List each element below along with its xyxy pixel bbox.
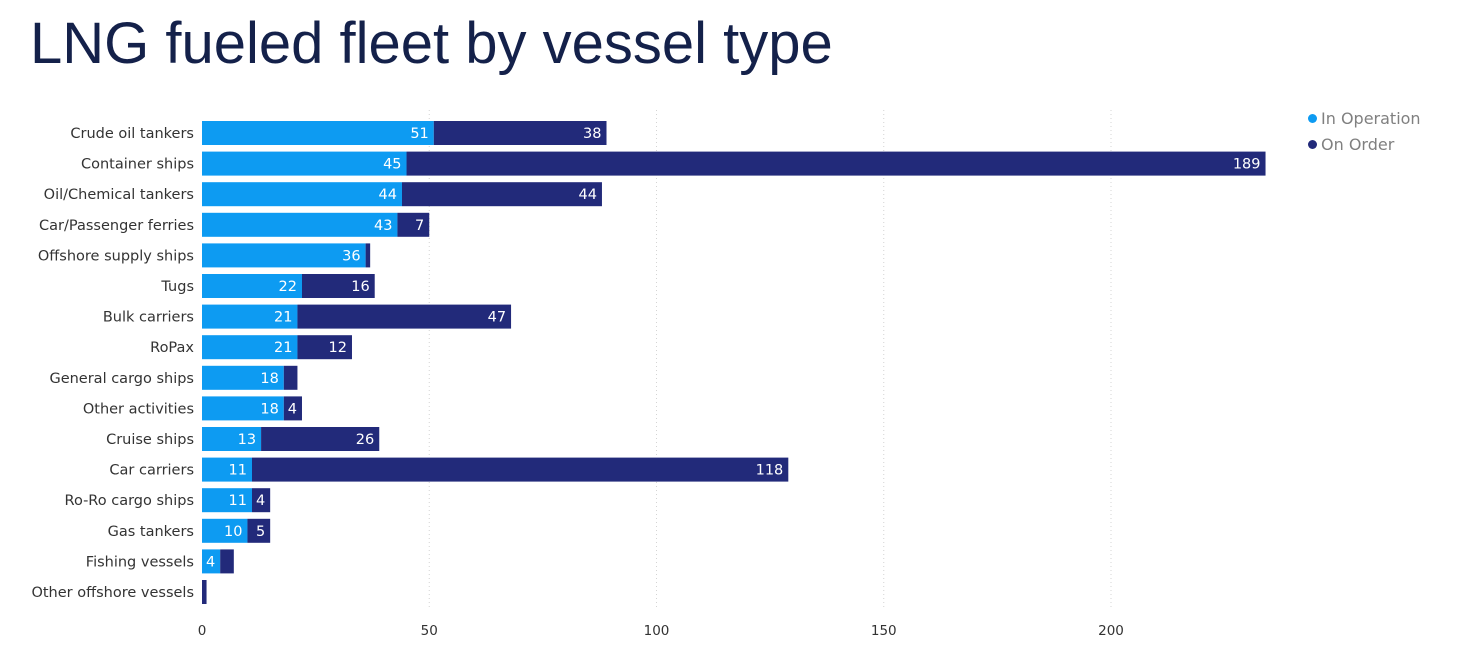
bar-in-operation[interactable] bbox=[202, 335, 298, 360]
data-label-on-order: 4 bbox=[288, 401, 297, 417]
category-label: Bulk carriers bbox=[103, 310, 194, 326]
data-label-on-order: 7 bbox=[415, 218, 424, 234]
bars bbox=[202, 121, 1266, 604]
x-tick-label: 100 bbox=[644, 623, 670, 639]
bar-on-order[interactable] bbox=[297, 304, 512, 329]
bar-on-order[interactable] bbox=[247, 518, 271, 543]
bar-on-order[interactable] bbox=[433, 121, 607, 145]
data-label-on-order: 47 bbox=[488, 310, 506, 326]
data-label-on-order: 26 bbox=[356, 432, 374, 448]
bar-on-order[interactable] bbox=[202, 580, 207, 604]
data-label-in-operation: 13 bbox=[238, 432, 256, 448]
data-label-on-order: 5 bbox=[256, 524, 265, 540]
legend-swatch-on-order bbox=[1308, 139, 1317, 149]
legend-swatch-in-operation bbox=[1308, 113, 1317, 123]
category-label: Fishing vessels bbox=[86, 554, 194, 570]
data-label-in-operation: 43 bbox=[374, 218, 392, 234]
bar-in-operation[interactable] bbox=[202, 396, 284, 421]
bar-in-operation[interactable] bbox=[202, 549, 221, 574]
bar-on-order[interactable] bbox=[397, 212, 430, 237]
data-label-in-operation: 11 bbox=[229, 493, 247, 509]
data-label-in-operation: 4 bbox=[206, 554, 215, 570]
data-label-in-operation: 44 bbox=[379, 187, 397, 203]
data-label-in-operation: 36 bbox=[342, 248, 360, 264]
bar-in-operation[interactable] bbox=[202, 304, 298, 329]
bar-on-order[interactable] bbox=[401, 182, 602, 207]
bar-on-order[interactable] bbox=[283, 396, 302, 421]
bar-on-order[interactable] bbox=[251, 488, 271, 513]
data-label-on-order: 38 bbox=[583, 126, 601, 142]
bar-on-order[interactable] bbox=[261, 427, 380, 451]
category-label: RoPax bbox=[150, 340, 194, 356]
data-label-on-order: 44 bbox=[579, 187, 597, 203]
category-label: Oil/Chemical tankers bbox=[44, 187, 194, 203]
category-axis-labels: Crude oil tankers Container ships Oil/Chem… bbox=[31, 126, 194, 601]
bar-on-order[interactable] bbox=[365, 243, 371, 268]
data-label-in-operation: 18 bbox=[260, 401, 278, 417]
bar-in-operation[interactable] bbox=[202, 365, 284, 390]
data-label-in-operation: 22 bbox=[279, 279, 297, 295]
value-axis-tick-labels: 0 50 100 150 200 bbox=[198, 623, 1124, 639]
bar-in-operation[interactable] bbox=[202, 212, 398, 237]
bar-in-operation[interactable] bbox=[202, 151, 407, 176]
category-label: Gas tankers bbox=[108, 524, 194, 540]
bar-in-operation[interactable] bbox=[202, 518, 248, 543]
category-label: Crude oil tankers bbox=[70, 126, 194, 142]
x-tick-label: 0 bbox=[198, 623, 207, 639]
category-label: Tugs bbox=[160, 279, 194, 295]
category-label: Cruise ships bbox=[106, 432, 194, 448]
x-tick-label: 200 bbox=[1098, 623, 1124, 639]
data-label-in-operation: 10 bbox=[224, 524, 242, 540]
bar-in-operation[interactable] bbox=[202, 243, 366, 268]
legend-label-on-order: On Order bbox=[1321, 134, 1395, 154]
bar-on-order[interactable] bbox=[406, 151, 1266, 176]
bar-in-operation[interactable] bbox=[202, 488, 252, 513]
bar-on-order[interactable] bbox=[220, 549, 234, 574]
category-label: Car carriers bbox=[109, 463, 194, 479]
bar-on-order[interactable] bbox=[251, 457, 789, 482]
data-label-in-operation: 51 bbox=[410, 126, 428, 142]
data-label-in-operation: 21 bbox=[274, 340, 292, 356]
legend-item-in-operation[interactable]: In Operation bbox=[1308, 105, 1421, 131]
page-title: LNG fueled fleet by vessel type bbox=[30, 11, 833, 76]
bar-on-order[interactable] bbox=[297, 335, 352, 360]
data-label-in-operation: 11 bbox=[229, 463, 247, 479]
x-tick-label: 150 bbox=[871, 623, 897, 639]
bar-in-operation[interactable] bbox=[202, 182, 402, 207]
data-label-on-order: 16 bbox=[351, 279, 369, 295]
legend-item-on-order[interactable]: On Order bbox=[1308, 131, 1421, 157]
bar-in-operation[interactable] bbox=[202, 457, 252, 482]
data-label-on-order: 118 bbox=[756, 463, 784, 479]
category-label: Container ships bbox=[81, 157, 194, 173]
bar-on-order[interactable] bbox=[301, 274, 375, 298]
category-label: Other offshore vessels bbox=[31, 585, 194, 601]
bar-in-operation[interactable] bbox=[202, 121, 434, 145]
bar-on-order[interactable] bbox=[283, 365, 298, 390]
bar-in-operation[interactable] bbox=[202, 427, 262, 451]
data-label-in-operation: 45 bbox=[383, 157, 401, 173]
legend-label-in-operation: In Operation bbox=[1321, 108, 1421, 128]
data-label-on-order: 12 bbox=[329, 340, 347, 356]
category-label: Ro-Ro cargo ships bbox=[65, 493, 194, 509]
category-label: General cargo ships bbox=[49, 371, 194, 387]
category-label: Other activities bbox=[83, 401, 194, 417]
bar-in-operation[interactable] bbox=[202, 274, 302, 298]
data-label-on-order: 189 bbox=[1233, 157, 1261, 173]
data-label-on-order: 4 bbox=[256, 493, 265, 509]
data-label-in-operation: 21 bbox=[274, 310, 292, 326]
legend: In Operation On Order bbox=[1308, 105, 1421, 157]
x-tick-label: 50 bbox=[421, 623, 438, 639]
data-label-in-operation: 18 bbox=[260, 371, 278, 387]
gridlines bbox=[428, 110, 1112, 610]
category-label: Car/Passenger ferries bbox=[39, 218, 194, 234]
category-label: Offshore supply ships bbox=[38, 248, 194, 264]
